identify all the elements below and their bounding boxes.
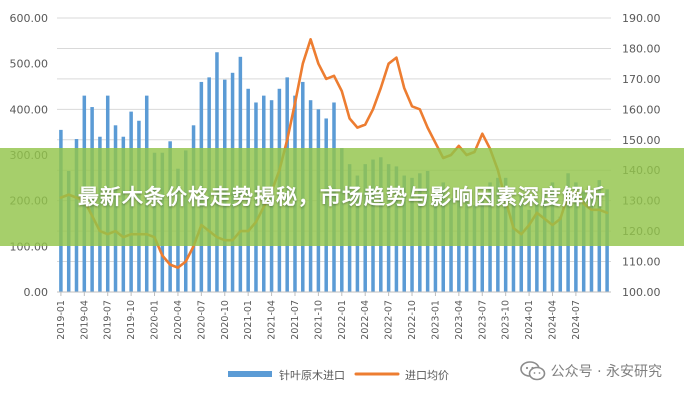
x-tick-8: 2021-01 <box>243 300 254 340</box>
x-tick-18: 2023-07 <box>477 300 488 340</box>
y-right-tick-0: 100.00 <box>622 286 661 299</box>
y-right-tick-6: 160.00 <box>622 103 661 116</box>
bar-51 <box>457 200 461 292</box>
x-tick-16: 2023-01 <box>430 300 441 340</box>
watermark: 公众号 · 永安研究 <box>519 359 662 383</box>
legend-line-label: 进口均价 <box>405 369 449 382</box>
bar-61 <box>535 200 539 292</box>
x-tick-6: 2020-07 <box>196 300 207 340</box>
bar-60 <box>527 209 531 292</box>
bar-53 <box>472 205 477 292</box>
x-tick-3: 2019-10 <box>126 300 137 340</box>
legend: 针叶原木进口 进口均价 <box>228 368 449 382</box>
y-right-tick-7: 170.00 <box>622 73 661 86</box>
y-right-tick-8: 180.00 <box>622 42 661 55</box>
y-right-tick-1: 110.00 <box>622 256 661 269</box>
y-left-tick-0: 0.00 <box>24 286 49 299</box>
y-left-tick-4: 400.00 <box>10 103 49 116</box>
title-banner: 最新木条价格走势揭秘，市场趋势与影响因素深度解析 <box>0 148 684 246</box>
y-right-tick-9: 190.00 <box>622 12 661 25</box>
x-tick-14: 2022-07 <box>384 300 395 340</box>
x-tick-0: 2019-01 <box>56 300 67 340</box>
x-tick-10: 2021-07 <box>290 300 301 340</box>
x-tick-9: 2021-04 <box>267 300 278 340</box>
x-tick-17: 2023-04 <box>454 300 465 340</box>
x-tick-13: 2022-04 <box>360 300 371 340</box>
x-tick-7: 2020-10 <box>220 300 231 340</box>
x-tick-11: 2021-10 <box>313 300 324 340</box>
x-tick-15: 2022-10 <box>407 300 418 340</box>
x-tick-22: 2024-07 <box>571 300 582 340</box>
legend-bar-swatch <box>228 371 272 377</box>
y-right-tick-5: 150.00 <box>622 134 661 147</box>
bar-64 <box>558 216 563 292</box>
x-tick-5: 2020-04 <box>173 300 184 340</box>
x-tick-2: 2019-07 <box>103 300 114 340</box>
x-axis: 2019-01 2019-04 2019-07 2019-10 2020-01 2020-… <box>56 291 611 340</box>
watermark-text: 公众号 · 永安研究 <box>550 364 662 380</box>
y-left-tick-6: 600.00 <box>10 12 49 25</box>
x-tick-19: 2023-10 <box>501 300 512 340</box>
banner-title: 最新木条价格走势揭秘，市场趋势与影响因素深度解析 <box>78 184 606 209</box>
x-tick-12: 2022-01 <box>337 300 348 340</box>
bar-58 <box>511 202 516 292</box>
legend-bar-label: 针叶原木进口 <box>279 368 345 382</box>
x-tick-4: 2020-01 <box>150 300 161 340</box>
x-tick-1: 2019-04 <box>79 300 90 340</box>
wechat-icon <box>519 361 545 381</box>
x-tick-20: 2024-01 <box>524 300 535 340</box>
x-tick-21: 2024-04 <box>547 300 558 340</box>
y-left-tick-5: 500.00 <box>10 58 49 71</box>
